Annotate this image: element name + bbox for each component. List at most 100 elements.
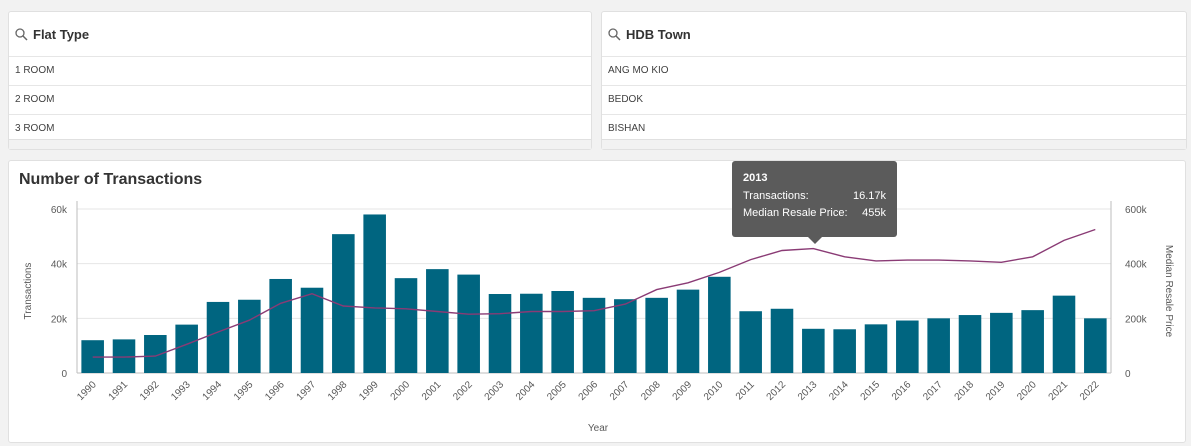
chart-bar[interactable] — [896, 320, 919, 373]
chart-bar[interactable] — [238, 299, 261, 373]
x-tick-label: 2012 — [765, 379, 789, 403]
x-tick-label: 2011 — [734, 379, 757, 402]
x-tick-label: 1995 — [232, 379, 256, 403]
chart-bar[interactable] — [1021, 310, 1044, 373]
y-tick-label: 40k — [51, 260, 68, 271]
x-tick-label: 2001 — [420, 379, 444, 403]
tooltip-price-value: 455k — [862, 207, 886, 219]
list-item[interactable]: 3 ROOM — [9, 114, 591, 142]
flat-type-filter: Flat Type 1 ROOM 2 ROOM 3 ROOM — [8, 11, 592, 150]
chart-bar[interactable] — [144, 335, 167, 373]
y2-axis-title: Median Resale Price — [1163, 245, 1174, 338]
chart-bar[interactable] — [488, 294, 512, 373]
filter-title: HDB Town — [626, 26, 691, 42]
chart-bar[interactable] — [81, 340, 104, 373]
chart-bar[interactable] — [332, 234, 355, 373]
chart-bar[interactable] — [300, 287, 324, 373]
x-tick-label: 2006 — [577, 379, 601, 403]
chart-bar[interactable] — [770, 308, 794, 373]
transactions-chart[interactable]: 0 20k 40k 60k 0 200k 400k 600k 1990 1991 1992 1993 1… — [9, 161, 1187, 444]
x-tick-label: 2002 — [451, 379, 475, 403]
chart-bar[interactable] — [802, 328, 825, 373]
x-axis-title: Year — [588, 423, 609, 434]
filter-header[interactable]: Flat Type — [15, 26, 89, 42]
tooltip-transactions-value: 16.17k — [852, 190, 886, 202]
x-tick-label: 2020 — [1015, 379, 1039, 403]
x-tick-label: 2005 — [545, 379, 569, 403]
chart-bar[interactable] — [739, 311, 762, 373]
x-tick-label: 1994 — [201, 379, 225, 403]
list-item-label: 3 ROOM — [15, 123, 55, 134]
chart-bar[interactable] — [457, 274, 480, 373]
list-item-label: ANG MO KIO — [608, 65, 669, 76]
tooltip-year: 2013 — [743, 172, 768, 184]
tooltip-price-label: Median Resale Price: — [743, 207, 848, 219]
list-item-label: BISHAN — [608, 123, 646, 134]
transactions-chart-panel: 0 20k 40k 60k 0 200k 400k 600k 1990 1991 1992 1993 1… — [8, 160, 1186, 443]
price-line — [92, 228, 1096, 358]
tooltip-transactions-label: Transactions: — [743, 190, 809, 202]
x-tick-label: 1999 — [357, 379, 381, 403]
filter-title: Flat Type — [33, 26, 90, 42]
x-tick-label: 2009 — [671, 379, 695, 403]
list-item[interactable]: 2 ROOM — [9, 85, 591, 113]
list-footer — [602, 139, 1186, 149]
x-tick-label: 2010 — [702, 379, 726, 403]
list-item[interactable]: 1 ROOM — [9, 56, 591, 84]
chart-bar[interactable] — [958, 315, 982, 373]
chart-bar[interactable] — [708, 276, 731, 373]
chart-bar[interactable] — [833, 329, 856, 373]
chart-bar[interactable] — [551, 291, 574, 373]
x-tick-label: 2003 — [483, 379, 507, 403]
x-tick-label: 2000 — [389, 379, 413, 403]
chart-bar[interactable] — [269, 278, 292, 373]
x-tick-label: 2013 — [796, 379, 820, 403]
chart-bar[interactable] — [175, 324, 198, 373]
x-tick-label: 1997 — [295, 379, 319, 403]
chart-bar[interactable] — [927, 318, 950, 373]
y-tick-label: 20k — [51, 314, 68, 325]
chart-bar[interactable] — [864, 324, 888, 373]
chart-bar[interactable] — [426, 269, 449, 373]
x-tick-label: 2021 — [1047, 379, 1071, 403]
filter-header[interactable]: HDB Town — [608, 26, 691, 42]
list-item[interactable]: BISHAN — [602, 114, 1186, 142]
y2-tick-label: 400k — [1125, 260, 1148, 271]
chart-bar[interactable] — [520, 293, 543, 373]
x-tick-label: 1998 — [326, 379, 350, 403]
list-item-label: BEDOK — [608, 94, 644, 105]
chart-bar[interactable] — [676, 289, 700, 373]
x-tick-label: 1990 — [75, 379, 99, 403]
chart-bar[interactable] — [394, 278, 418, 373]
x-tick-label: 2004 — [514, 379, 538, 403]
chart-bar[interactable] — [990, 312, 1013, 373]
search-icon[interactable] — [608, 27, 621, 41]
search-icon[interactable] — [15, 27, 28, 41]
list-item[interactable]: ANG MO KIO — [602, 56, 1186, 84]
list-footer — [9, 139, 591, 149]
chart-bar[interactable] — [1084, 318, 1107, 373]
y-axis-title: Transactions — [23, 263, 34, 320]
y2-tick-label: 600k — [1125, 205, 1148, 216]
y2-tick-label: 0 — [1125, 369, 1131, 380]
list-item-label: 2 ROOM — [15, 94, 55, 105]
chart-tooltip: 2013 Transactions: 16.17k Median Resale … — [732, 161, 897, 244]
chart-bar[interactable] — [363, 214, 386, 373]
hdb-town-filter: HDB Town ANG MO KIO BEDOK BISHAN — [601, 11, 1187, 150]
chart-bar[interactable] — [582, 297, 606, 373]
x-tick-label: 2019 — [984, 379, 1008, 403]
chart-bar[interactable] — [1052, 295, 1076, 373]
list-item-label: 1 ROOM — [15, 65, 55, 76]
x-tick-label: 1993 — [169, 379, 193, 403]
chart-bar[interactable] — [112, 339, 136, 373]
chart-bar[interactable] — [206, 301, 230, 373]
x-tick-label: 1992 — [138, 379, 162, 403]
list-item[interactable]: BEDOK — [602, 85, 1186, 113]
x-tick-label: 1996 — [263, 379, 287, 403]
y-tick-label: 0 — [61, 369, 67, 380]
chart-bar[interactable] — [645, 297, 668, 373]
x-tick-label: 2017 — [921, 379, 945, 403]
x-tick-label: 2016 — [890, 379, 914, 403]
chart-bar[interactable] — [614, 299, 637, 373]
x-tick-label: 1991 — [107, 379, 131, 403]
